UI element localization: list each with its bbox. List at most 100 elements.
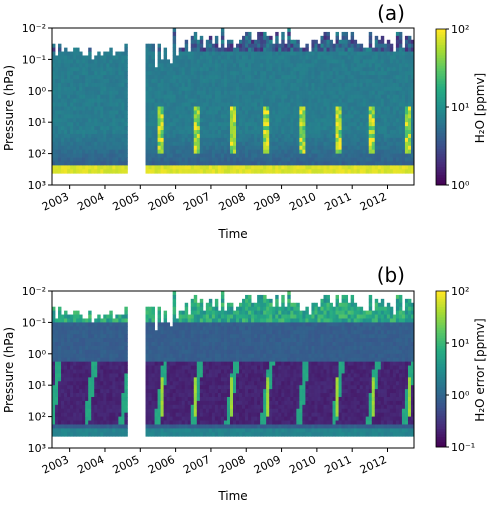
panel-a-heatmap-cell [152, 83, 155, 87]
panel-b-heatmap-cell [121, 370, 124, 374]
panel-a-heatmap-cell [308, 169, 311, 173]
panel-a-heatmap-cell [239, 150, 242, 154]
panel-a-heatmap-cell [85, 158, 88, 162]
panel-b-heatmap-cell [70, 405, 73, 409]
panel-a-heatmap-cell [348, 110, 351, 114]
panel-a-heatmap-cell [272, 79, 275, 83]
panel-a-heatmap-cell [155, 118, 158, 122]
panel-b-heatmap-cell [115, 350, 118, 354]
panel-a-heatmap-cell [242, 107, 245, 111]
panel-a-heatmap-cell [399, 83, 402, 87]
panel-b-heatmap-cell [149, 377, 152, 381]
panel-a-heatmap-cell [170, 75, 173, 79]
panel-a-heatmap-cell [275, 146, 278, 150]
panel-b-heatmap-cell [82, 405, 85, 409]
panel-a-heatmap-cell [360, 161, 363, 165]
panel-a-heatmap-cell [330, 114, 333, 118]
panel-a-heatmap-cell [393, 55, 396, 59]
panel-a-heatmap-cell [152, 122, 155, 126]
panel-a-heatmap-cell [366, 134, 369, 138]
panel-a-heatmap-cell [284, 165, 287, 169]
panel-a-heatmap-cell [149, 165, 152, 169]
panel-a-heatmap-cell [179, 134, 182, 138]
panel-a-heatmap-cell [182, 95, 185, 99]
panel-b-heatmap-cell [109, 385, 112, 389]
panel-a-heatmap-cell [281, 134, 284, 138]
panel-a-heatmap-cell [254, 142, 257, 146]
panel-a-heatmap-cell [378, 103, 381, 107]
panel-a-heatmap-cell [348, 107, 351, 111]
panel-a-heatmap-cell [390, 67, 393, 71]
panel-a-heatmap-cell [215, 146, 218, 150]
panel-b-heatmap-cell [164, 338, 167, 342]
panel-b-heatmap-cell [88, 370, 91, 374]
panel-b-heatmap-cell [109, 377, 112, 381]
panel-a-heatmap-cell [260, 130, 263, 134]
panel-a-heatmap-cell [67, 59, 70, 63]
panel-b-heatmap-cell [115, 381, 118, 385]
panel-a-heatmap-cell [330, 40, 333, 44]
panel-a-heatmap-cell [215, 142, 218, 146]
panel-b-heatmap-cell [82, 381, 85, 385]
panel-b-heatmap-cell [158, 421, 161, 425]
panel-a-heatmap-cell [278, 107, 281, 111]
panel-a-heatmap-cell [149, 99, 152, 103]
panel-b-heatmap-cell [85, 362, 88, 366]
panel-b-heatmap-cell [85, 409, 88, 413]
panel-a-heatmap-cell [112, 59, 115, 63]
panel-b-heatmap-cell [146, 326, 149, 330]
panel-a-heatmap-cell [308, 138, 311, 142]
panel-a-heatmap-cell [339, 63, 342, 67]
panel-a-heatmap-cell [227, 79, 230, 83]
panel-a-heatmap-cell [191, 114, 194, 118]
panel-a-heatmap-cell [357, 91, 360, 95]
panel-b-heatmap-cell [112, 373, 115, 377]
panel-a-heatmap-cell [221, 150, 224, 154]
panel-a-heatmap-cell [88, 107, 91, 111]
panel-a-heatmap-cell [218, 79, 221, 83]
panel-a-heatmap-cell [317, 126, 320, 130]
panel-a-heatmap-cell [97, 118, 100, 122]
panel-a-heatmap-cell [248, 165, 251, 169]
panel-a-heatmap-cell [106, 165, 109, 169]
panel-a-heatmap-cell [70, 161, 73, 165]
panel-b-heatmap-cell [112, 385, 115, 389]
panel-a-heatmap-cell [269, 161, 272, 165]
panel-b-heatmap-cell [91, 397, 94, 401]
panel-a-heatmap-cell [269, 118, 272, 122]
panel-a-heatmap-cell [396, 130, 399, 134]
panel-a-heatmap-cell [314, 91, 317, 95]
panel-b-heatmap-cell [115, 338, 118, 342]
panel-b-heatmap-cell [58, 326, 61, 330]
panel-a-heatmap-cell [399, 118, 402, 122]
panel-a-heatmap-cell [378, 110, 381, 114]
panel-b-heatmap-cell [161, 381, 164, 385]
panel-a-heatmap-cell [221, 122, 224, 126]
panel-a-heatmap-cell [305, 67, 308, 71]
panel-b-heatmap-cell [146, 417, 149, 421]
panel-b-heatmap-cell [61, 373, 64, 377]
panel-a-heatmap-cell [302, 118, 305, 122]
panel-b-heatmap-cell [158, 307, 161, 311]
panel-a-heatmap-cell [121, 87, 124, 91]
panel-a-heatmap-cell [221, 55, 224, 59]
panel-b-heatmap-cell [52, 338, 55, 342]
panel-a-heatmap-cell [88, 99, 91, 103]
panel-b-heatmap-cell [161, 428, 164, 432]
panel-b-heatmap-cell [70, 342, 73, 346]
panel-b-heatmap-cell [85, 334, 88, 338]
panel-a-heatmap-cell [330, 48, 333, 52]
panel-a-heatmap-cell [221, 118, 224, 122]
panel-a-heatmap-cell [70, 165, 73, 169]
panel-a-heatmap-cell [239, 126, 242, 130]
panel-a-colorbar-segment [436, 169, 446, 172]
panel-b-heatmap-cell [118, 432, 121, 436]
panel-a-heatmap-cell [124, 122, 127, 126]
panel-b-heatmap-cell [103, 393, 106, 397]
panel-b-heatmap-cell [61, 346, 64, 350]
panel-a-heatmap-cell [405, 169, 408, 173]
panel-b-heatmap-cell [109, 346, 112, 350]
panel-b-heatmap-cell [115, 354, 118, 358]
panel-a-heatmap-cell [242, 83, 245, 87]
panel-b-heatmap-cell [170, 393, 173, 397]
